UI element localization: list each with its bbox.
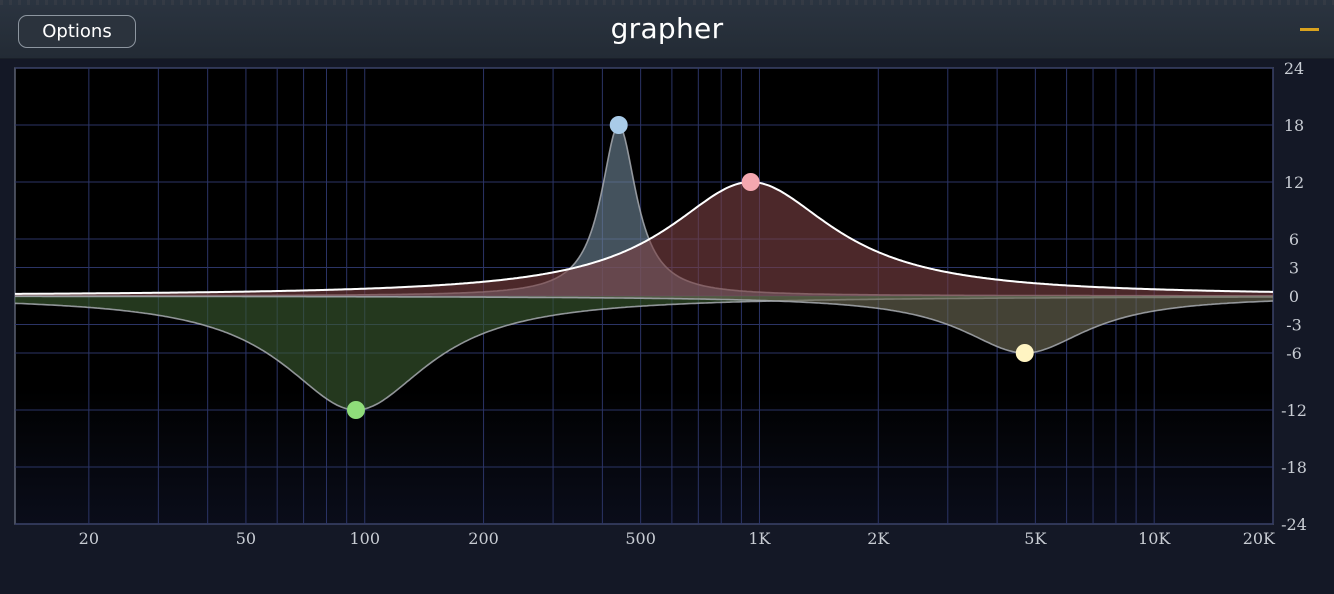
top-edge-strip bbox=[0, 0, 1334, 5]
y-tick-label: 3 bbox=[1289, 259, 1299, 278]
y-tick-label: -18 bbox=[1281, 458, 1307, 477]
y-tick-label: -3 bbox=[1286, 316, 1302, 335]
band-3-handle[interactable] bbox=[741, 173, 760, 191]
band-2-handle[interactable] bbox=[609, 116, 628, 134]
x-tick-label: 2K bbox=[867, 529, 890, 548]
x-tick-label: 1K bbox=[748, 529, 771, 548]
minimize-icon[interactable] bbox=[1298, 20, 1322, 38]
band-1-fill bbox=[15, 296, 1273, 410]
overall-response-curve bbox=[15, 181, 1273, 295]
band-4-handle[interactable] bbox=[1015, 344, 1034, 362]
x-tick-label: 50 bbox=[236, 529, 256, 548]
band-4-curve bbox=[15, 295, 1274, 354]
band-4-fill bbox=[15, 296, 1273, 353]
x-tick-label: 500 bbox=[625, 529, 656, 548]
x-tick-label: 20K bbox=[1243, 529, 1276, 548]
eq-curves bbox=[14, 124, 1274, 411]
title-bar: Options grapher bbox=[0, 0, 1334, 59]
x-tick-label: 200 bbox=[468, 529, 499, 548]
y-tick-label: 24 bbox=[1284, 59, 1304, 78]
x-tick-label: 100 bbox=[349, 529, 380, 548]
y-tick-label: -24 bbox=[1281, 515, 1307, 534]
y-tick-label: 6 bbox=[1289, 230, 1299, 249]
x-tick-label: 10K bbox=[1138, 529, 1171, 548]
eq-graph-svg: 24 18 12 6 3 0 -3 -6 -12 -18 -24 20 50 100 200 500 1K 2K 5… bbox=[14, 59, 1307, 548]
window-title: grapher bbox=[610, 12, 724, 45]
y-tick-label: 18 bbox=[1284, 116, 1304, 135]
y-tick-label: 0 bbox=[1289, 287, 1299, 306]
options-button[interactable]: Options bbox=[18, 15, 136, 48]
band-1-handle[interactable] bbox=[346, 401, 365, 419]
x-tick-label: 20 bbox=[79, 529, 99, 548]
eq-graph: 24 18 12 6 3 0 -3 -6 -12 -18 -24 20 50 100 200 500 1K 2K 5… bbox=[0, 58, 1334, 594]
y-tick-label: -12 bbox=[1281, 401, 1307, 420]
x-tick-label: 5K bbox=[1024, 529, 1047, 548]
y-tick-label: 12 bbox=[1284, 173, 1304, 192]
band-3-fill bbox=[15, 182, 1273, 296]
y-tick-label: -6 bbox=[1286, 344, 1302, 363]
